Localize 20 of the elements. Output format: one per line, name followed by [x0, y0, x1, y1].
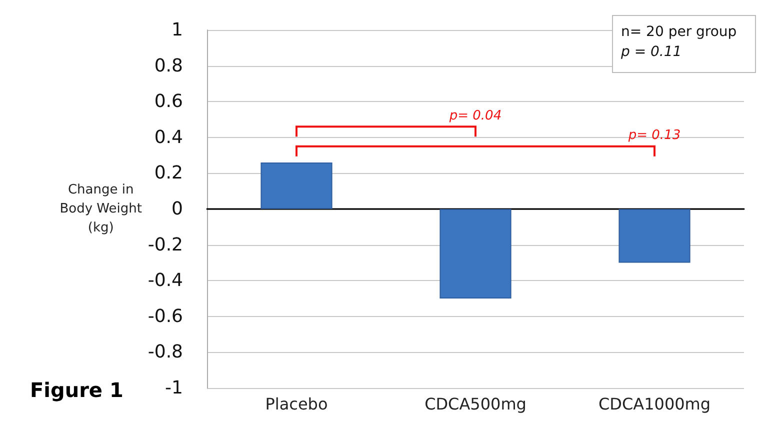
y-tick-label: -1: [165, 378, 183, 398]
y-tick-label: 0.8: [154, 55, 183, 76]
annotation: p= 0.13: [627, 128, 681, 144]
y-tick-label: 1: [172, 20, 183, 40]
y-axis-title: Change in Body Weight (kg): [60, 182, 142, 236]
annotation: n= 20 per group: [621, 23, 738, 42]
y-tick-label: -0.6: [148, 306, 183, 327]
y-tick-label: 0.6: [154, 91, 183, 112]
y-tick-label: -0.4: [148, 270, 183, 292]
annotation: p = 0.11: [621, 43, 683, 62]
x-tick-label: CDCA1000mg: [598, 394, 711, 414]
y-tick-label: 0.4: [154, 126, 183, 148]
annotation: p= 0.04: [448, 108, 502, 124]
y-tick-label: -0.8: [148, 342, 183, 363]
x-tick-label: CDCA500mg: [424, 394, 526, 414]
y-tick-label: 0: [172, 198, 183, 220]
x-tick-label: Placebo: [265, 394, 328, 414]
caption: Figure 1: [30, 378, 124, 402]
y-tick-label: -0.2: [148, 234, 183, 256]
y-tick-label: 0.2: [154, 162, 183, 184]
